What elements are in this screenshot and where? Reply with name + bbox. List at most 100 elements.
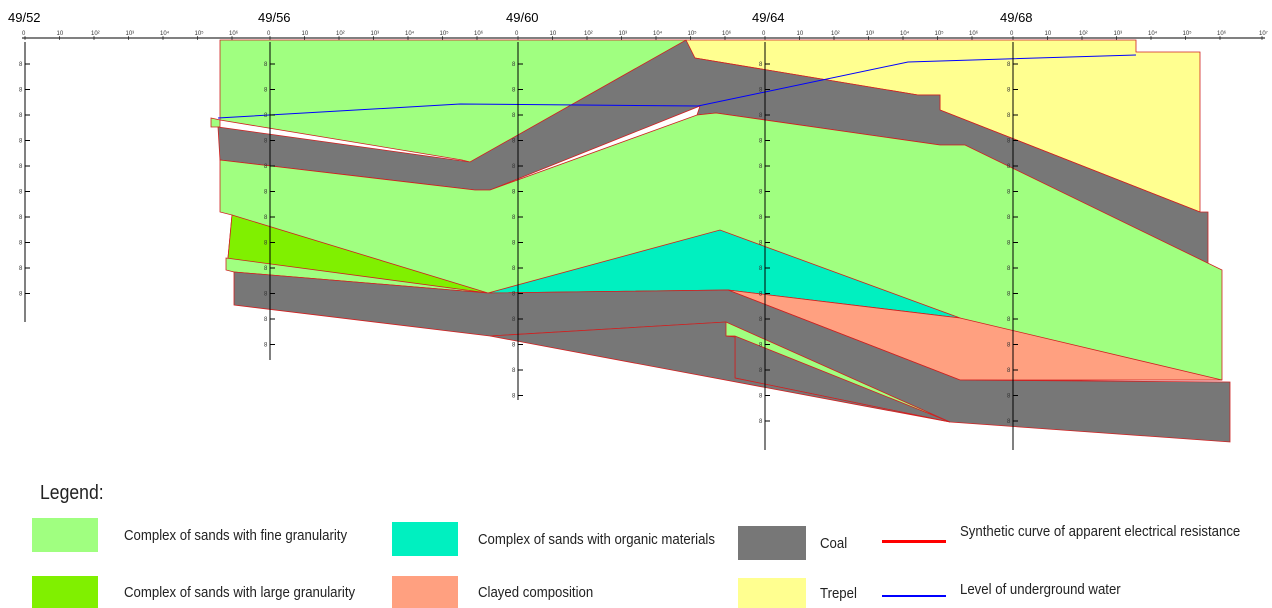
axis-tick-label: 10³: [1114, 31, 1123, 37]
axis-tick-label: 10: [302, 31, 309, 37]
axis-tick-label: 10⁶: [722, 30, 732, 37]
axis-tick-label: 10³: [126, 31, 135, 37]
well-depth-tick-label: 8: [759, 292, 763, 298]
axis-tick-label: 10⁴: [900, 30, 910, 37]
coal-lower-layer: [233, 271, 1231, 443]
well-depth-tick-label: 8: [1007, 190, 1011, 196]
axis-tick-label: 10²: [831, 31, 840, 37]
strata-layers: [210, 39, 1231, 443]
axis-tick-label: 10⁶: [1217, 30, 1227, 37]
well-depth-tick-label: 8: [1007, 317, 1011, 323]
well-depth-tick-label: 8: [1007, 394, 1011, 400]
legend-item-clay: Clayed composition: [392, 576, 609, 608]
axis-tick-label: 10³: [371, 31, 380, 37]
well-depth-tick-label: 8: [264, 113, 268, 119]
legend-title: Legend:: [40, 482, 104, 504]
axis-tick-label: 0: [762, 31, 766, 37]
well-depth-tick-label: 8: [264, 190, 268, 196]
well-depth-tick-label: 8: [512, 266, 516, 272]
axis-tick-label: 10⁶: [969, 30, 979, 37]
legend-label-organic-sand: Complex of sands with organic materials: [478, 530, 715, 548]
well-depth-tick-label: 8: [512, 317, 516, 323]
legend-item-water-level: Level of underground water: [882, 581, 1143, 604]
well-depth-tick-label: 8: [512, 241, 516, 247]
legend-label-water-level: Level of underground water: [960, 581, 1121, 598]
well-depth-tick-label: 8: [512, 88, 516, 94]
axis-tick-label: 10⁵: [440, 30, 450, 37]
well-lines: 8 8 8 8 8 8 8 8 8 8 8 8 8 8 8 8 8 8 8 8 8 8 8 8 8 8 8 8 8 8 8 8 8 8 8 8 8 8 8 8…: [19, 42, 1018, 450]
well-depth-tick-label: 8: [759, 266, 763, 272]
axis-tick-label: 10⁵: [688, 30, 698, 37]
legend-label-clay: Clayed composition: [478, 583, 594, 601]
well-depth-tick-label: 8: [512, 394, 516, 400]
well-depth-tick-label: 8: [19, 215, 23, 221]
well-depth-tick-label: 8: [512, 292, 516, 298]
axis-tick-label: 10⁷: [1259, 30, 1268, 37]
legend-item-organic-sand: Complex of sands with organic materials: [392, 522, 747, 556]
legend-item-large-sand: Complex of sands with large granularity: [32, 576, 387, 608]
well-depth-tick-label: 8: [264, 88, 268, 94]
well-depth-tick-label: 8: [512, 164, 516, 170]
axis-tick-label: 10⁶: [474, 30, 484, 37]
well-depth-tick-label: 8: [19, 266, 23, 272]
well-depth-tick-label: 8: [512, 190, 516, 196]
well-depth-tick-label: 8: [759, 343, 763, 349]
axis-tick-label: 10³: [619, 31, 628, 37]
well-depth-tick-label: 8: [264, 139, 268, 145]
well-label-49-64: 49/64: [752, 10, 785, 25]
axis-tick-label: 10⁴: [1148, 30, 1158, 37]
well-depth-tick-label: 8: [759, 113, 763, 119]
well-depth-tick-label: 8: [1007, 419, 1011, 425]
legend-label-trepel: Trepel: [820, 584, 857, 602]
well-depth-tick-label: 8: [19, 292, 23, 298]
resistance-curve-swatch: [882, 540, 946, 543]
axis-tick-label: 0: [515, 31, 519, 37]
well-depth-tick-label: 8: [512, 368, 516, 374]
well-depth-tick-label: 8: [264, 241, 268, 247]
well-depth-tick-label: 8: [1007, 215, 1011, 221]
well-depth-tick-label: 8: [759, 215, 763, 221]
well-depth-tick-label: 8: [512, 215, 516, 221]
legend-item-coal: Coal: [738, 526, 851, 560]
axis-tick-label: 0: [1010, 31, 1014, 37]
well-depth-tick-label: 8: [1007, 368, 1011, 374]
axis-tick-label: 0: [267, 31, 271, 37]
well-depth-tick-label: 8: [759, 190, 763, 196]
well-depth-tick-label: 8: [1007, 113, 1011, 119]
legend-label-large-sand: Complex of sands with large granularity: [124, 583, 356, 601]
coal-swatch: [738, 526, 806, 560]
legend-item-trepel: Trepel: [738, 578, 862, 608]
axis-tick-label: 10⁴: [405, 30, 415, 37]
well-depth-tick-label: 8: [512, 113, 516, 119]
well-depth-tick-label: 8: [1007, 88, 1011, 94]
well-depth-tick-label: 8: [264, 215, 268, 221]
well-depth-tick-label: 8: [759, 419, 763, 425]
well-depth-tick-label: 8: [19, 88, 23, 94]
well-depth-tick-label: 8: [759, 164, 763, 170]
well-depth-tick-label: 8: [759, 88, 763, 94]
well-depth-tick-label: 8: [19, 241, 23, 247]
axis-tick-label: 10: [57, 31, 64, 37]
well-depth-tick-label: 8: [512, 139, 516, 145]
legend-label-resistance-curve: Synthetic curve of apparent electrical r…: [960, 523, 1241, 540]
well-depth-tick-label: 8: [1007, 266, 1011, 272]
well-depth-tick-label: 8: [759, 394, 763, 400]
well-label-49-68: 49/68: [1000, 10, 1033, 25]
well-depth-tick-label: 8: [759, 241, 763, 247]
axis-tick-label: 10³: [866, 31, 875, 37]
trepel-swatch: [738, 578, 806, 608]
axis-tick-label: 10⁵: [195, 30, 205, 37]
water-level-swatch: [882, 594, 946, 597]
well-depth-tick-label: 8: [264, 164, 268, 170]
axis-tick-label: 10²: [1079, 31, 1088, 37]
axis-tick-label: 10⁴: [160, 30, 170, 37]
well-depth-tick-label: 8: [512, 343, 516, 349]
water-level-line: [217, 54, 1137, 119]
well-depth-tick-label: 8: [264, 343, 268, 349]
well-depth-tick-label: 8: [19, 62, 23, 68]
well-depth-tick-label: 8: [1007, 164, 1011, 170]
axis-tick-label: 10⁴: [653, 30, 663, 37]
axis-tick-label: 10²: [91, 31, 100, 37]
axis-tick-label: 10⁵: [1183, 30, 1193, 37]
fine-sand-swatch: [32, 518, 98, 552]
